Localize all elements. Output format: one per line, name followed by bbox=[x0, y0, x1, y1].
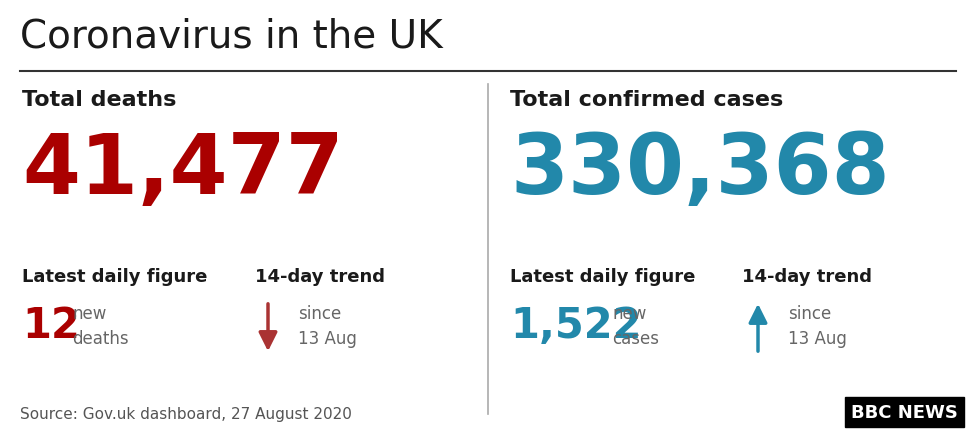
Text: Coronavirus in the UK: Coronavirus in the UK bbox=[20, 18, 443, 56]
Text: 41,477: 41,477 bbox=[22, 130, 344, 210]
Text: new
cases: new cases bbox=[612, 304, 659, 347]
Text: 12: 12 bbox=[22, 304, 80, 346]
Text: 1,522: 1,522 bbox=[510, 304, 641, 346]
Text: since
13 Aug: since 13 Aug bbox=[788, 304, 847, 347]
Text: Total confirmed cases: Total confirmed cases bbox=[510, 90, 784, 110]
Text: 14-day trend: 14-day trend bbox=[255, 267, 385, 285]
Text: Latest daily figure: Latest daily figure bbox=[510, 267, 695, 285]
Text: BBC NEWS: BBC NEWS bbox=[851, 403, 958, 421]
Text: 330,368: 330,368 bbox=[510, 130, 890, 210]
Text: Total deaths: Total deaths bbox=[22, 90, 177, 110]
Text: since
13 Aug: since 13 Aug bbox=[298, 304, 357, 347]
Text: Latest daily figure: Latest daily figure bbox=[22, 267, 207, 285]
Text: 14-day trend: 14-day trend bbox=[742, 267, 872, 285]
Text: new
deaths: new deaths bbox=[72, 304, 129, 347]
Text: Source: Gov.uk dashboard, 27 August 2020: Source: Gov.uk dashboard, 27 August 2020 bbox=[20, 406, 352, 421]
